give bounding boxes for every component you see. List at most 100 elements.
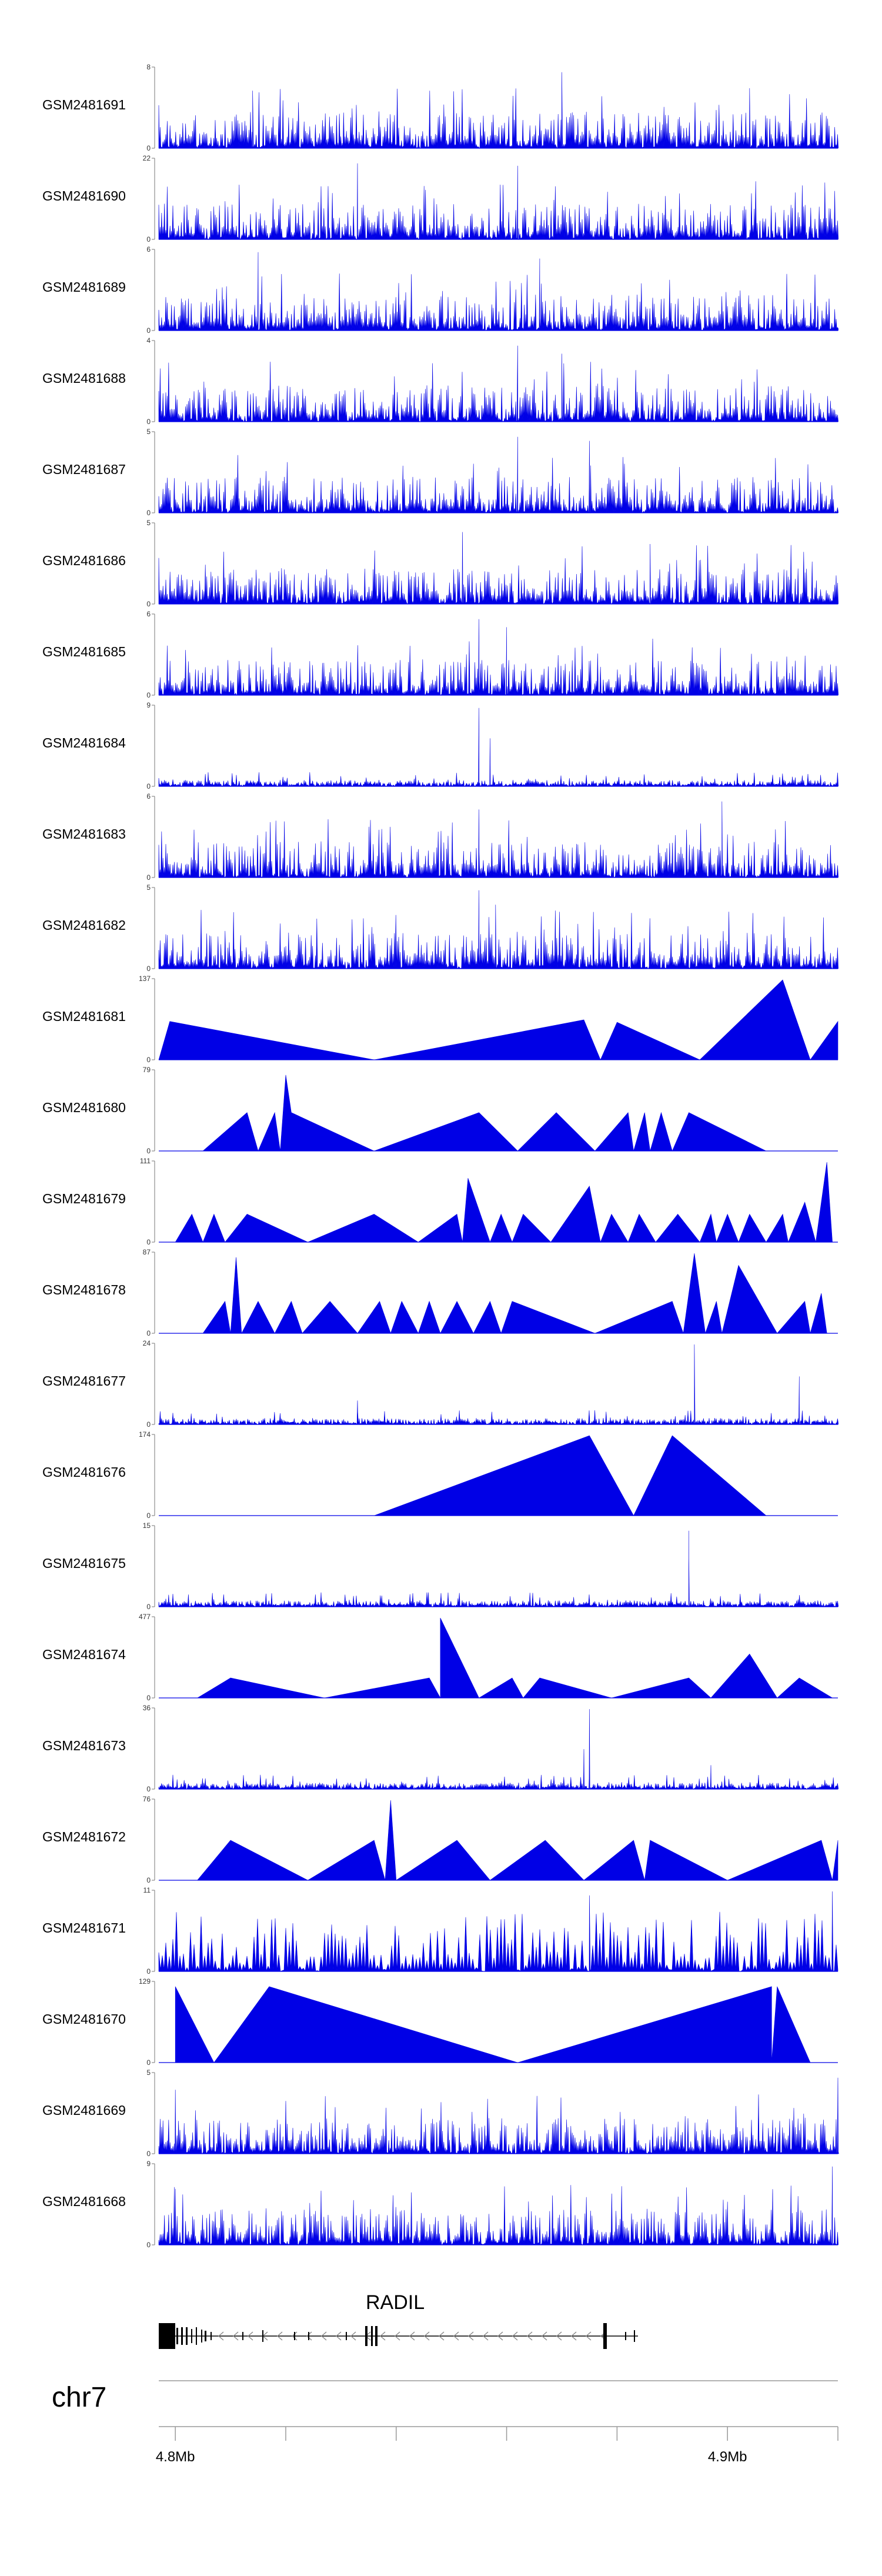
exon [375, 2326, 377, 2346]
coverage-area [158, 801, 838, 878]
y-min-label: 0 [146, 418, 151, 426]
y-min-label: 0 [146, 1056, 151, 1064]
track-label: GSM2481685 [42, 644, 126, 659]
exon [205, 2331, 206, 2341]
exon [625, 2332, 626, 2340]
exon [365, 2326, 368, 2346]
strand-arrow [482, 2331, 489, 2341]
y-max-label: 6 [146, 245, 151, 253]
axis-tick-label: 4.9Mb [708, 2449, 747, 2465]
track-label: GSM2481669 [42, 2103, 126, 2118]
coverage-area [158, 1709, 838, 1790]
track-gsm2481685: GSM2481685 6 0 [42, 610, 838, 699]
y-min-label: 0 [146, 1967, 151, 1976]
y-max-label: 24 [143, 1339, 151, 1347]
strand-arrow [570, 2331, 577, 2341]
y-max-label: 129 [139, 1977, 151, 1986]
track-gsm2481690: GSM2481690 22 0 [42, 154, 838, 243]
exon [181, 2327, 183, 2345]
y-max-label: 5 [146, 428, 151, 436]
track-gsm2481686: GSM2481686 5 0 [42, 519, 838, 608]
strand-arrow [585, 2331, 592, 2341]
strand-arrow [379, 2331, 386, 2341]
strand-arrow [526, 2331, 533, 2341]
y-min-label: 0 [146, 873, 151, 882]
exon-utr [159, 2323, 175, 2349]
strand-arrow [350, 2331, 356, 2341]
strand-arrow [394, 2331, 400, 2341]
strand-arrow [306, 2331, 312, 2341]
track-gsm2481678: GSM2481678 87 0 [42, 1248, 838, 1337]
track-gsm2481681: GSM2481681 137 0 [42, 975, 838, 1064]
strand-arrow [497, 2331, 503, 2341]
track-label: GSM2481679 [42, 1191, 126, 1206]
exon [242, 2332, 243, 2340]
exon [294, 2332, 295, 2340]
y-min-label: 0 [146, 1876, 151, 1884]
coverage-area [374, 1435, 767, 1516]
exon [191, 2329, 192, 2343]
y-min-label: 0 [146, 600, 151, 608]
y-max-label: 6 [146, 610, 151, 618]
exon [634, 2330, 635, 2342]
track-gsm2481680: GSM2481680 79 0 [42, 1066, 838, 1155]
coverage-area [158, 619, 838, 696]
track-label: GSM2481689 [42, 279, 126, 295]
y-max-label: 87 [143, 1248, 151, 1256]
track-label: GSM2481684 [42, 735, 126, 750]
coverage-area [196, 1617, 833, 1699]
strand-arrow [453, 2331, 459, 2341]
y-min-label: 0 [146, 2058, 151, 2067]
coverage-area [158, 163, 838, 240]
track-label: GSM2481670 [42, 2011, 126, 2027]
strand-arrow [232, 2331, 239, 2341]
y-max-label: 4 [146, 336, 151, 345]
coverage-area [202, 1075, 767, 1152]
track-label: GSM2481678 [42, 1282, 126, 1297]
y-min-label: 0 [146, 1147, 151, 1155]
coverage-area [158, 1530, 838, 1608]
exon [196, 2327, 197, 2345]
coverage-area [158, 436, 838, 514]
coverage-tracks: GSM248169180GSM2481690220GSM248168960GSM… [42, 63, 839, 2249]
y-min-label: 0 [146, 2241, 151, 2249]
exon [176, 2328, 178, 2344]
strand-arrow [438, 2331, 445, 2341]
strand-arrow [423, 2331, 430, 2341]
strand-arrow [218, 2331, 224, 2341]
track-label: GSM2481668 [42, 2194, 126, 2209]
exon [211, 2332, 212, 2340]
y-max-label: 5 [146, 883, 151, 892]
track-gsm2481675: GSM2481675 15 0 [42, 1521, 838, 1611]
y-max-label: 36 [143, 1704, 151, 1712]
track-gsm2481674: GSM2481674 477 0 [42, 1613, 838, 1702]
track-label: GSM2481687 [42, 462, 126, 477]
track-label: GSM2481688 [42, 371, 126, 386]
y-max-label: 9 [146, 2160, 151, 2168]
coverage-area [158, 2077, 839, 2155]
strand-arrow [541, 2331, 547, 2341]
coverage-area [202, 1253, 827, 1334]
y-max-label: 5 [146, 519, 151, 527]
y-max-label: 174 [139, 1430, 151, 1439]
coverage-area [158, 890, 838, 969]
track-label: GSM2481674 [42, 1647, 126, 1662]
genome-axis: chr7 4.8Mb 4.9Mb [52, 2380, 838, 2465]
y-min-label: 0 [146, 691, 151, 699]
exon [262, 2330, 263, 2342]
track-gsm2481684: GSM2481684 9 0 [42, 701, 838, 790]
track-gsm2481689: GSM2481689 6 0 [42, 245, 838, 335]
coverage-area [175, 1986, 811, 2063]
exon [346, 2332, 347, 2340]
coverage-area [158, 72, 838, 149]
track-gsm2481668: GSM2481668 9 0 [42, 2160, 838, 2249]
track-gsm2481669: GSM2481669 5 0 [42, 2068, 839, 2158]
track-label: GSM2481682 [42, 917, 126, 933]
y-max-label: 111 [140, 1157, 151, 1165]
track-label: GSM2481671 [42, 1920, 126, 1936]
y-max-label: 477 [139, 1613, 151, 1621]
track-gsm2481673: GSM2481673 36 0 [42, 1704, 838, 1793]
track-label: GSM2481677 [42, 1373, 126, 1389]
y-max-label: 9 [146, 701, 151, 709]
strand-arrow [409, 2331, 415, 2341]
